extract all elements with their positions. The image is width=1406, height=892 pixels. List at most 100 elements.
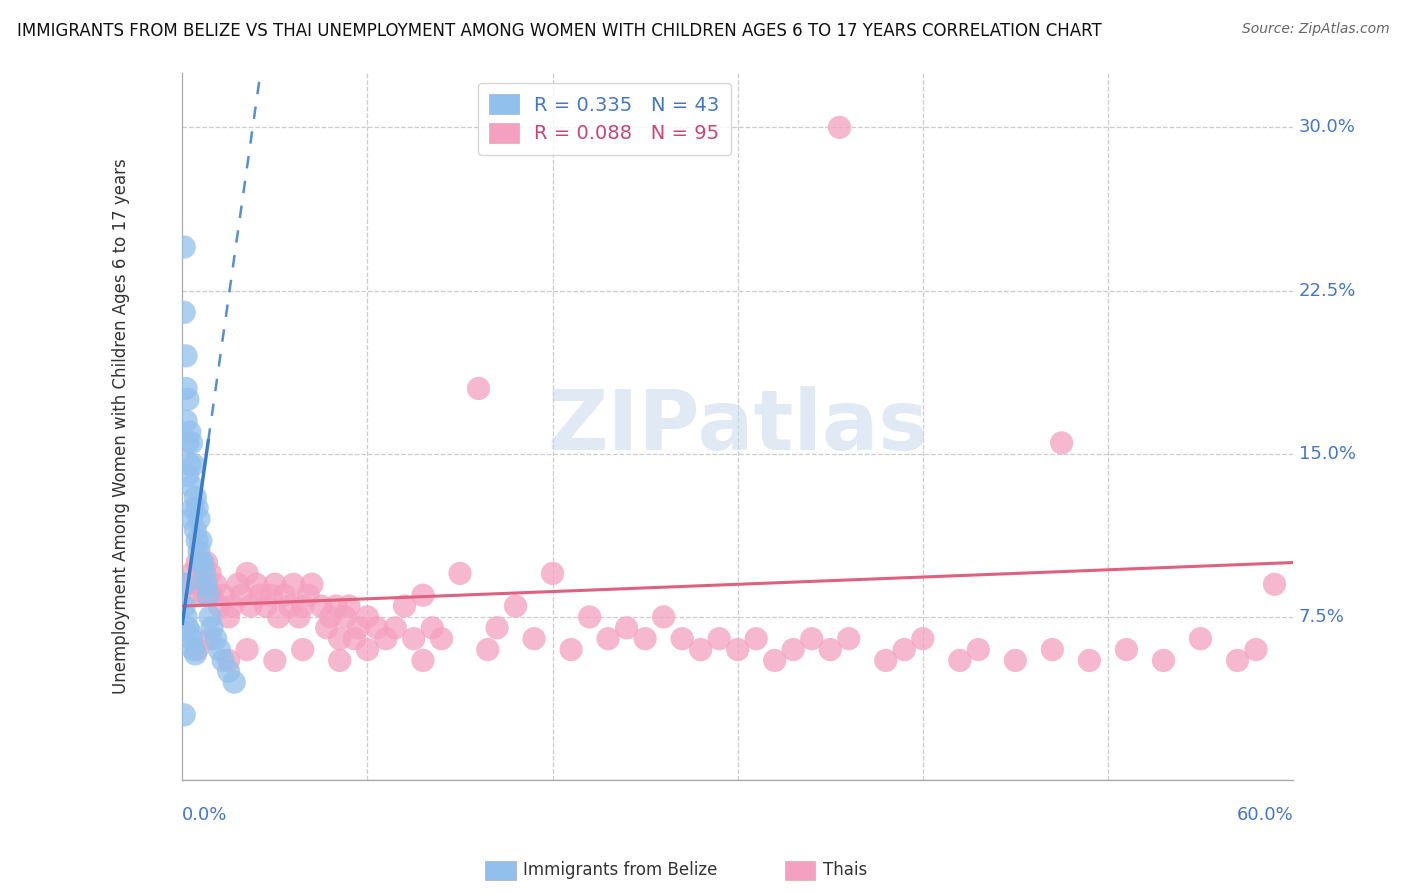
Point <box>578 610 600 624</box>
Point <box>174 382 197 396</box>
Point <box>325 599 347 613</box>
Point <box>188 512 211 526</box>
Point <box>231 588 253 602</box>
Point <box>875 653 897 667</box>
Text: 7.5%: 7.5% <box>1299 608 1344 626</box>
Point <box>291 642 314 657</box>
Point <box>893 642 915 657</box>
Point <box>173 707 195 722</box>
Point <box>208 599 231 613</box>
Point <box>319 610 342 624</box>
Point <box>1189 632 1212 646</box>
Point <box>249 588 271 602</box>
Point <box>186 642 208 657</box>
Point <box>184 523 207 537</box>
Point <box>949 653 972 667</box>
Point <box>309 599 332 613</box>
Point <box>190 533 212 548</box>
Point <box>204 632 226 646</box>
Point <box>180 479 202 493</box>
Point <box>224 675 246 690</box>
Point <box>254 599 277 613</box>
Point <box>291 599 314 613</box>
Point <box>197 588 219 602</box>
Point <box>967 642 990 657</box>
Point <box>1226 653 1249 667</box>
Point <box>179 458 201 472</box>
Point <box>337 599 360 613</box>
Point <box>183 642 205 657</box>
Point <box>173 240 195 254</box>
Point <box>541 566 564 581</box>
Point <box>420 621 443 635</box>
Point <box>226 577 249 591</box>
Point <box>198 566 221 581</box>
Text: Thais: Thais <box>823 861 866 879</box>
Point <box>763 653 786 667</box>
Point <box>264 653 287 667</box>
Point <box>267 610 290 624</box>
Point <box>186 556 208 570</box>
Point <box>828 120 851 135</box>
Point <box>301 577 323 591</box>
Text: 15.0%: 15.0% <box>1299 445 1355 463</box>
Point <box>911 632 934 646</box>
Point <box>384 621 406 635</box>
Text: 0.0%: 0.0% <box>183 806 228 824</box>
Point <box>193 566 215 581</box>
Point <box>278 599 301 613</box>
Point <box>174 610 197 624</box>
Point <box>198 610 221 624</box>
Point <box>412 588 434 602</box>
Point <box>477 642 499 657</box>
Point <box>218 653 240 667</box>
Point <box>467 382 489 396</box>
Point <box>184 647 207 661</box>
Point <box>634 632 657 646</box>
Point <box>343 632 366 646</box>
Point <box>329 653 352 667</box>
Point <box>183 501 205 516</box>
Point <box>174 414 197 428</box>
Point <box>177 435 200 450</box>
Point <box>709 632 731 646</box>
Point <box>173 577 195 591</box>
Text: Immigrants from Belize: Immigrants from Belize <box>523 861 717 879</box>
Point <box>727 642 749 657</box>
Point <box>1244 642 1267 657</box>
Point <box>204 577 226 591</box>
Point <box>356 642 378 657</box>
Legend: R = 0.335   N = 43, R = 0.088   N = 95: R = 0.335 N = 43, R = 0.088 N = 95 <box>478 83 731 155</box>
Point <box>218 665 240 679</box>
Point <box>1263 577 1285 591</box>
Point <box>190 556 212 570</box>
Point <box>616 621 638 635</box>
Point <box>273 588 295 602</box>
Point <box>195 577 218 591</box>
Point <box>183 458 205 472</box>
Point <box>1115 642 1137 657</box>
Point <box>1040 642 1063 657</box>
Point <box>264 577 287 591</box>
Point <box>179 425 201 439</box>
Point <box>838 632 860 646</box>
Point <box>236 566 259 581</box>
Point <box>174 349 197 363</box>
Point <box>208 642 231 657</box>
Point <box>689 642 711 657</box>
Text: IMMIGRANTS FROM BELIZE VS THAI UNEMPLOYMENT AMONG WOMEN WITH CHILDREN AGES 6 TO : IMMIGRANTS FROM BELIZE VS THAI UNEMPLOYM… <box>17 22 1102 40</box>
Point <box>245 577 267 591</box>
Point <box>598 632 620 646</box>
Point <box>335 610 357 624</box>
Point <box>820 642 842 657</box>
Point <box>201 588 224 602</box>
Point <box>177 468 200 483</box>
Point <box>297 588 319 602</box>
Point <box>449 566 471 581</box>
Text: 60.0%: 60.0% <box>1236 806 1294 824</box>
Point <box>193 588 215 602</box>
Point <box>486 621 509 635</box>
Point <box>1004 653 1026 667</box>
Point <box>671 632 693 646</box>
Point <box>186 501 208 516</box>
